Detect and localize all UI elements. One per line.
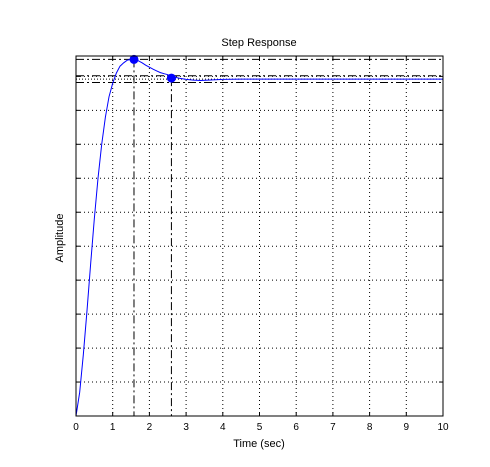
x-tick-label: 5 — [257, 422, 263, 433]
y-axis-label: Amplitude — [54, 214, 66, 263]
x-tick-label: 1 — [110, 422, 116, 433]
series-line-step-response — [75, 58, 443, 417]
settling-marker — [166, 73, 176, 83]
x-tick-label: 9 — [404, 422, 410, 433]
peak-marker — [129, 54, 139, 64]
x-tick-label: 4 — [220, 422, 226, 433]
x-tick-label: 6 — [293, 422, 299, 433]
x-tick-label: 8 — [367, 422, 373, 433]
markers — [129, 54, 176, 83]
x-axis-label: Time (sec) — [233, 438, 285, 450]
x-tick-label: 7 — [330, 422, 336, 433]
chart-title: Step Response — [221, 37, 296, 49]
grid — [76, 56, 443, 416]
x-tick-label: 10 — [437, 422, 449, 433]
axis-ticks: 0 1 2 3 4 5 6 7 8 9 10 — [73, 56, 449, 433]
x-tick-label: 2 — [147, 422, 153, 433]
x-tick-label: 0 — [73, 422, 79, 433]
x-tick-label: 3 — [183, 422, 189, 433]
